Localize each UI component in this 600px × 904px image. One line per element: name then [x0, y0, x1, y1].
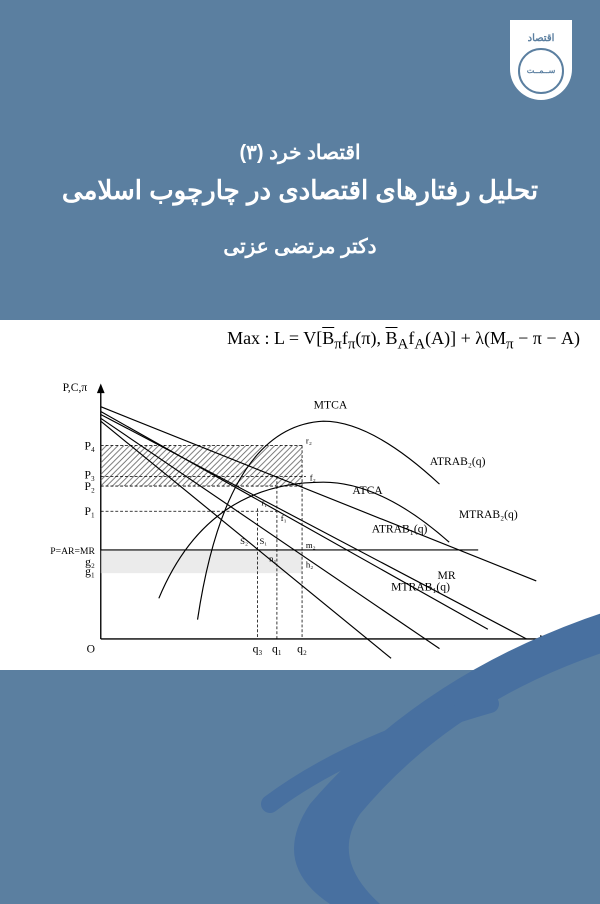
pt-s2: S₂: [240, 536, 248, 546]
label-mtrab1: MTRAB₁(q): [391, 581, 450, 594]
pt-n1: n₁: [269, 554, 276, 564]
ytick-p2: P₂: [84, 480, 95, 493]
ytick-p1: P₁: [84, 505, 95, 518]
book-author: دکتر مرتضی عزتی: [0, 234, 600, 259]
pt-m2: m₂: [306, 540, 316, 550]
publisher-badge: اقتصاد ســمــت: [510, 20, 572, 100]
pt-f1: f₁: [281, 513, 287, 523]
book-title: تحلیل رفتارهای اقتصادی در چارچوب اسلامی: [0, 175, 600, 206]
curve-mtrab2: [101, 412, 488, 630]
ytick-g1: g₁: [85, 565, 95, 578]
pt-r1: r₁: [261, 497, 267, 507]
pt-h2: h₂: [306, 559, 313, 569]
lagrangian-formula: Max : L = V[Bπfπ(π), BAfA(A)] + λ(Mπ − π…: [227, 328, 580, 354]
label-mtrab2: MTRAB₂(q): [459, 508, 518, 521]
badge-org: ســمــت: [527, 66, 556, 75]
label-atca: ATCA: [352, 484, 383, 497]
label-atrab2: ATRAB₂(q): [430, 455, 486, 468]
label-mtca: MTCA: [314, 399, 348, 412]
book-subtitle: اقتصاد خرد (۳): [0, 140, 600, 165]
pt-r2: r₂: [306, 435, 312, 445]
badge-logo: ســمــت: [518, 48, 564, 94]
ytick-p4: P₄: [84, 439, 95, 452]
hatched-region: [101, 445, 302, 486]
title-block: اقتصاد خرد (۳) تحلیل رفتارهای اقتصادی در…: [0, 140, 600, 259]
y-axis-label: P,C,π: [63, 381, 88, 394]
pt-s1: S₁: [259, 536, 267, 546]
origin-label: O: [87, 643, 95, 656]
badge-category: اقتصاد: [528, 33, 555, 44]
decorative-swoosh: [210, 604, 600, 904]
label-atrab1: ATRAB₁(q): [372, 523, 428, 536]
pt-f2: f₂: [310, 472, 316, 482]
y-axis-arrow: [97, 383, 105, 393]
